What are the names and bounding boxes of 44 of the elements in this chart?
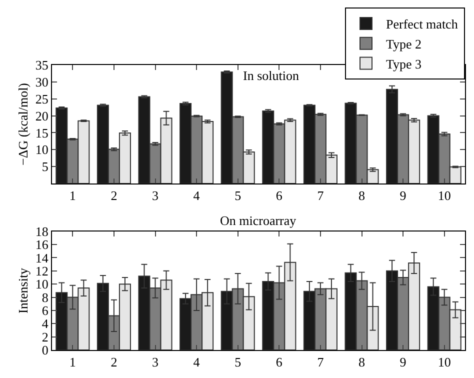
- y-tick-label: 14: [35, 250, 49, 266]
- x-tick-label: 9: [400, 188, 406, 204]
- y-tick-label: 6: [42, 303, 49, 318]
- x-tick-label: 8: [358, 354, 365, 370]
- x-tick-label: 8: [358, 188, 365, 204]
- y-tick-label: 18: [35, 224, 48, 239]
- x-tick-label: 2: [110, 354, 118, 370]
- y-tick-label: 2: [42, 329, 48, 344]
- x-tick-label: 5: [234, 188, 242, 204]
- x-tick-label: 7: [317, 354, 324, 370]
- y-tick-label: 25: [35, 91, 48, 106]
- y-tick-label: 20: [35, 108, 48, 124]
- x-tick-label: 1: [69, 354, 76, 370]
- y-tick-label: 10: [35, 276, 48, 292]
- x-tick-label: 3: [152, 188, 158, 204]
- x-tick-label: 7: [317, 188, 324, 204]
- x-tick-label: 6: [276, 354, 283, 370]
- x-tick-label: 4: [193, 188, 200, 204]
- x-tick-label: 5: [234, 354, 242, 370]
- x-tick-label: 4: [193, 354, 200, 370]
- y-tick-label: 8: [42, 290, 48, 305]
- y-axis-title: −ΔG (kcal/mol): [15, 82, 30, 166]
- legend-label: Type 2: [386, 36, 422, 52]
- y-tick-label: 16: [35, 237, 49, 252]
- y-tick-label: 35: [35, 57, 48, 72]
- legend-label: Perfect match: [386, 16, 458, 32]
- chart-title: In solution: [243, 68, 300, 83]
- y-tick-label: 4: [42, 316, 49, 332]
- y-tick-label: 30: [35, 74, 48, 90]
- x-tick-label: 10: [438, 188, 451, 204]
- x-tick-label: 6: [276, 188, 283, 204]
- x-tick-label: 2: [110, 188, 118, 204]
- x-tick-label: 1: [69, 188, 76, 204]
- y-tick-label: 5: [42, 159, 48, 174]
- y-axis-title: Intensity: [15, 267, 30, 314]
- x-tick-label: 9: [400, 354, 406, 370]
- y-tick-label: 0: [42, 342, 48, 358]
- x-tick-label: 10: [438, 354, 451, 370]
- chart-title: On microarray: [220, 213, 297, 228]
- y-tick-label: 12: [35, 263, 48, 278]
- y-tick-label: 15: [35, 125, 48, 140]
- x-tick-label: 3: [152, 354, 158, 370]
- legend-label: Type 3: [386, 56, 422, 72]
- y-tick-label: 10: [35, 142, 48, 158]
